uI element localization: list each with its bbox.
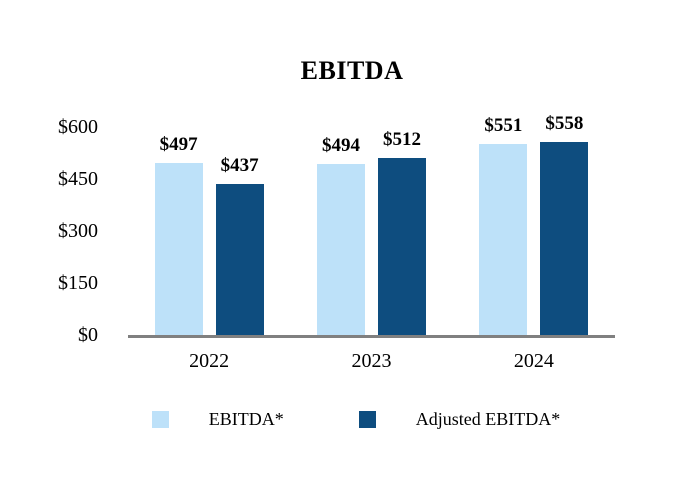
bar-wrap-adjusted-ebitda-2024: $558: [540, 113, 589, 335]
bar-value-label-ebitda-2023: $494: [321, 135, 360, 156]
bar-ebitda-2023: [316, 164, 365, 335]
bar-wrap-adjusted-ebitda-2022: $437: [215, 155, 264, 335]
bar-wrap-ebitda-2024: $551: [479, 115, 528, 335]
legend-item-adjusted-ebitda: Adjusted EBITDA*: [358, 409, 561, 429]
bar-group-2024: $551 $558: [453, 114, 615, 335]
bar-adjusted-ebitda-2022: [215, 184, 264, 335]
plot-area: $497 $437 $494 $512 $551 $558: [128, 114, 615, 335]
legend-item-ebitda: EBITDA*: [151, 409, 284, 429]
bar-value-label-ebitda-2022: $497: [159, 134, 198, 155]
legend-swatch-adjusted-ebitda: [358, 410, 376, 428]
x-axis-baseline: [128, 335, 615, 338]
legend-label-adjusted-ebitda: Adjusted EBITDA*: [415, 409, 561, 429]
x-axis-label-2024: 2024: [513, 350, 554, 372]
x-axis-labels: 2022 2023 2024: [128, 349, 615, 373]
bar-adjusted-ebitda-2024: [540, 142, 589, 335]
bar-value-label-adjusted-ebitda-2022: $437: [220, 155, 259, 176]
bar-value-label-adjusted-ebitda-2024: $558: [545, 113, 584, 134]
bar-ebitda-2024: [479, 144, 528, 335]
bar-group-2022: $497 $437: [128, 135, 290, 335]
x-axis-label-2022: 2022: [189, 350, 230, 372]
legend-swatch-ebitda: [151, 410, 169, 428]
y-tick-label-300: $300: [58, 220, 98, 242]
bar-adjusted-ebitda-2023: [377, 158, 426, 335]
bar-wrap-adjusted-ebitda-2023: $512: [377, 129, 426, 335]
bar-wrap-ebitda-2023: $494: [316, 135, 365, 335]
bar-group-2023: $494 $512: [290, 130, 452, 335]
x-axis-label-2023: 2023: [351, 350, 392, 372]
legend-label-ebitda: EBITDA*: [208, 409, 284, 429]
y-tick-label-150: $150: [58, 272, 98, 294]
y-tick-label-450: $450: [58, 168, 98, 190]
bar-wrap-ebitda-2022: $497: [154, 134, 203, 335]
chart-legend: EBITDA* Adjusted EBITDA*: [32, 409, 680, 429]
y-tick-label-0: $0: [78, 324, 98, 346]
bar-value-label-adjusted-ebitda-2023: $512: [382, 129, 421, 150]
y-axis: $0 $150 $300 $450 $600: [0, 0, 98, 500]
bar-value-label-ebitda-2024: $551: [484, 115, 523, 136]
chart-title: EBITDA: [300, 56, 404, 85]
y-tick-label-600: $600: [58, 116, 98, 138]
bar-ebitda-2022: [154, 163, 203, 335]
